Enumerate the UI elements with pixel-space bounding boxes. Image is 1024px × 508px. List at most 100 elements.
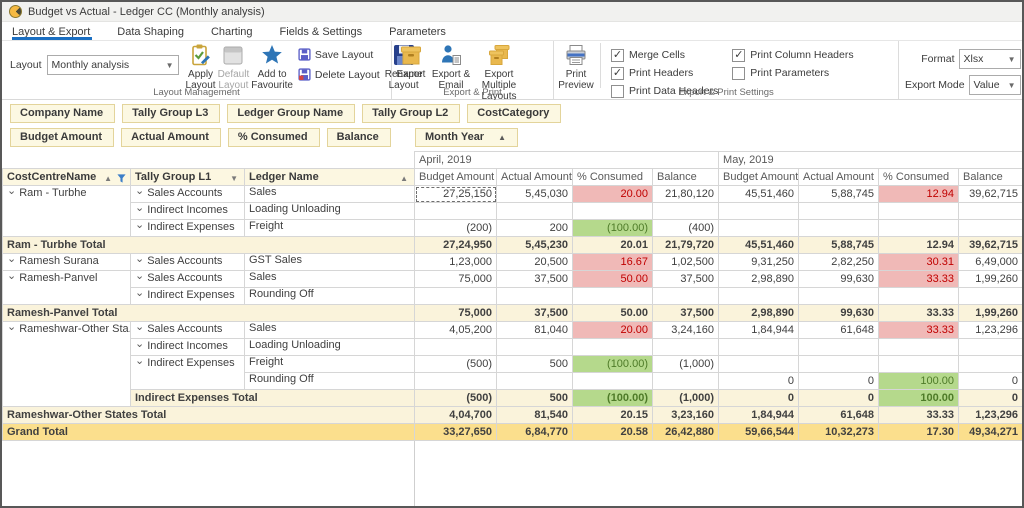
row-header-cell[interactable]: ⌄ Indirect Incomes xyxy=(130,338,245,356)
value-cell[interactable]: 3,24,160 xyxy=(652,321,720,339)
filter-field-costcategory[interactable]: CostCategory xyxy=(467,104,562,123)
value-cell[interactable]: 26,42,880 xyxy=(652,423,720,441)
value-cell[interactable] xyxy=(798,355,880,373)
value-cell[interactable]: 100.00 xyxy=(878,389,960,407)
value-cell[interactable]: 39,62,715 xyxy=(958,185,1022,203)
value-cell[interactable] xyxy=(496,372,574,390)
value-cell[interactable]: (100.00) xyxy=(572,389,654,407)
value-cell[interactable] xyxy=(414,338,498,356)
value-cell[interactable]: 3,23,160 xyxy=(652,406,720,424)
value-cell[interactable]: 1,84,944 xyxy=(718,321,800,339)
value-cell[interactable]: 1,23,000 xyxy=(414,253,498,271)
value-cell[interactable] xyxy=(572,202,654,220)
collapse-chevron-icon[interactable]: ⌄ xyxy=(135,338,145,351)
value-cell[interactable]: 12.94 xyxy=(878,236,960,254)
value-cell[interactable]: 1,99,260 xyxy=(958,304,1022,322)
value-cell[interactable]: (100.00) xyxy=(572,219,654,237)
filter-field-company-name[interactable]: Company Name xyxy=(10,104,116,123)
value-cell[interactable] xyxy=(958,338,1022,356)
value-cell[interactable]: 99,630 xyxy=(798,270,880,288)
filter-field-ledger-group-name[interactable]: Ledger Group Name xyxy=(227,104,356,123)
value-cell[interactable]: 45,51,460 xyxy=(718,185,800,203)
value-cell[interactable]: 2,82,250 xyxy=(798,253,880,271)
value-cell[interactable]: (1,000) xyxy=(652,389,720,407)
value-header-consumed[interactable]: % Consumed xyxy=(572,168,654,186)
row-header-cell[interactable]: Rounding Off xyxy=(243,372,416,390)
collapse-chevron-icon[interactable]: ⌄ xyxy=(135,185,145,198)
row-header-cell[interactable]: Freight xyxy=(243,219,416,237)
checked-checkbox-icon[interactable]: ✓ xyxy=(611,66,624,80)
value-cell[interactable] xyxy=(652,287,720,305)
checked-checkbox-icon[interactable]: ✓ xyxy=(732,48,746,62)
value-cell[interactable] xyxy=(798,219,880,237)
collapse-chevron-icon[interactable]: ⌄ xyxy=(135,253,145,266)
value-cell[interactable]: 10,32,273 xyxy=(798,423,880,441)
value-cell[interactable]: 50.00 xyxy=(572,270,654,288)
value-cell[interactable]: 61,648 xyxy=(798,321,880,339)
value-cell[interactable] xyxy=(572,338,654,356)
value-cell[interactable]: 27,24,950 xyxy=(414,236,498,254)
value-cell[interactable]: 33.33 xyxy=(878,304,960,322)
value-cell[interactable]: 33.33 xyxy=(878,321,960,339)
value-cell[interactable]: 20,500 xyxy=(496,253,574,271)
value-cell[interactable]: 75,000 xyxy=(414,304,498,322)
value-cell[interactable]: (400) xyxy=(652,219,720,237)
row-header-cell[interactable]: ⌄ Sales Accounts xyxy=(130,270,245,288)
print-preview-button[interactable]: Print Preview xyxy=(555,41,597,91)
value-cell[interactable]: 6,49,000 xyxy=(958,253,1022,271)
value-header-consumed[interactable]: % Consumed xyxy=(878,168,960,186)
value-cell[interactable]: 20.58 xyxy=(572,423,654,441)
value-cell[interactable]: 20.00 xyxy=(572,321,654,339)
row-field-header-costcentrename[interactable]: ▲ CostCentreName xyxy=(2,168,131,186)
value-cell[interactable]: 21,79,720 xyxy=(652,236,720,254)
data-field-balance[interactable]: Balance xyxy=(326,128,391,147)
value-header-budget-amount[interactable]: Budget Amount xyxy=(718,168,800,186)
value-cell[interactable]: 61,648 xyxy=(798,406,880,424)
value-cell[interactable]: 45,51,460 xyxy=(718,236,800,254)
value-cell[interactable]: 12.94 xyxy=(878,185,960,203)
export-multiple-layouts-button[interactable]: Export Multiple Layouts xyxy=(473,41,525,103)
value-cell[interactable] xyxy=(798,202,880,220)
value-header-actual-amount[interactable]: Actual Amount xyxy=(798,168,880,186)
value-cell[interactable]: 0 xyxy=(958,372,1022,390)
value-cell[interactable]: (200) xyxy=(414,219,498,237)
value-cell[interactable]: 0 xyxy=(718,389,800,407)
tab-layout-export[interactable]: Layout & Export xyxy=(12,22,93,40)
tab-parameters[interactable]: Parameters xyxy=(389,26,446,38)
export-email-button[interactable]: Export & Email xyxy=(431,41,471,91)
value-cell[interactable] xyxy=(496,202,574,220)
value-header-actual-amount[interactable]: Actual Amount xyxy=(496,168,574,186)
value-cell[interactable]: 33,27,650 xyxy=(414,423,498,441)
save-layout-button[interactable]: Save Layout xyxy=(298,48,380,61)
column-field-month-year[interactable]: Month Year ▲ xyxy=(415,128,519,147)
value-cell[interactable]: 2,98,890 xyxy=(718,270,800,288)
value-cell[interactable]: 30.31 xyxy=(878,253,960,271)
value-cell[interactable] xyxy=(572,287,654,305)
value-cell[interactable]: 59,66,544 xyxy=(718,423,800,441)
checkbox-print-parameters[interactable]: Print Parameters xyxy=(732,66,853,80)
value-cell[interactable]: 0 xyxy=(718,372,800,390)
row-header-cell[interactable]: ⌄ Ram - Turbhe xyxy=(2,185,131,237)
value-cell[interactable]: 5,45,030 xyxy=(496,185,574,203)
unchecked-checkbox-icon[interactable] xyxy=(732,66,746,80)
row-header-cell[interactable]: Freight xyxy=(243,355,416,373)
selected-value-cell[interactable]: 27,25,150 xyxy=(414,185,498,203)
data-field-budget-amount[interactable]: Budget Amount xyxy=(10,128,115,147)
value-cell[interactable]: 5,45,230 xyxy=(496,236,574,254)
value-cell[interactable] xyxy=(878,202,960,220)
value-cell[interactable]: 21,80,120 xyxy=(652,185,720,203)
row-header-cell[interactable]: ⌄ Rameshwar-Other Sta... xyxy=(2,321,131,407)
tab-data-shaping[interactable]: Data Shaping xyxy=(117,26,184,38)
checkbox-print-column-headers[interactable]: ✓ Print Column Headers xyxy=(732,48,854,62)
row-header-cell[interactable]: Sales xyxy=(243,185,416,203)
format-dropdown[interactable]: Xlsx ▼ xyxy=(958,49,1021,69)
value-cell[interactable] xyxy=(958,219,1022,237)
value-cell[interactable]: 20.00 xyxy=(572,185,654,203)
value-cell[interactable]: (500) xyxy=(414,355,498,373)
collapse-chevron-icon[interactable]: ⌄ xyxy=(7,270,17,283)
row-header-cell[interactable]: ⌄ Indirect Expenses xyxy=(130,355,245,390)
collapse-chevron-icon[interactable]: ⌄ xyxy=(135,202,145,215)
value-cell[interactable] xyxy=(878,219,960,237)
row-header-cell[interactable]: Sales xyxy=(243,270,416,288)
value-cell[interactable]: 1,99,260 xyxy=(958,270,1022,288)
